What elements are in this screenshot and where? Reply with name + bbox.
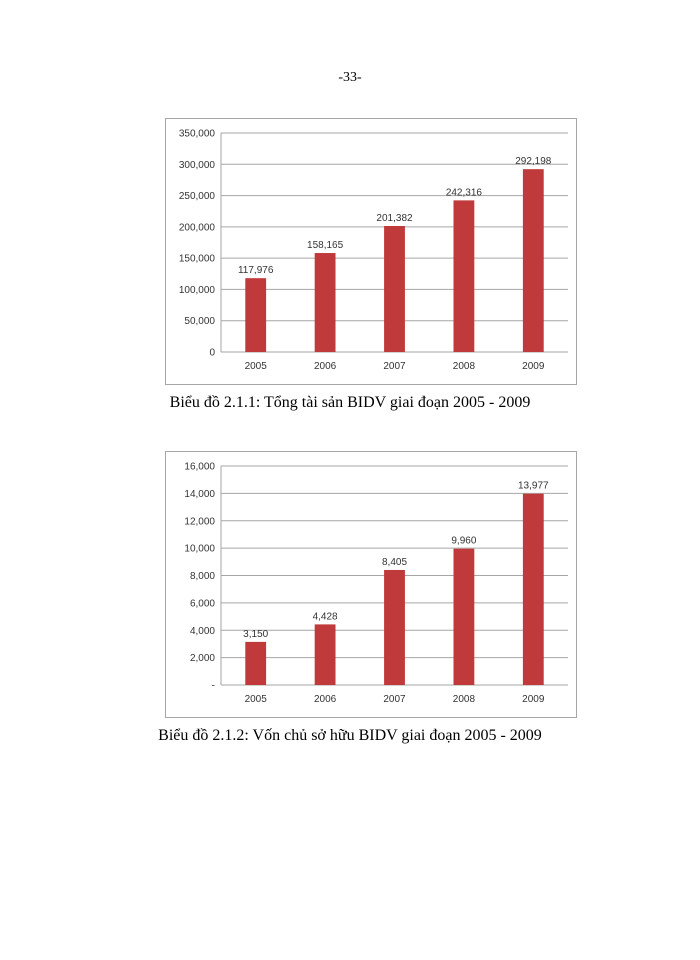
equity-bar-2009	[522, 493, 544, 685]
assets-x-tick-label: 2009	[522, 361, 545, 372]
assets-x-tick-label: 2008	[453, 361, 476, 372]
assets-value-label: 292,198	[515, 156, 552, 167]
equity-chart-svg: - 2,000 4,000 6,000 8,000 10,000 12,000 14,000 1…	[184, 462, 568, 705]
assets-x-tick-label: 2006	[314, 361, 337, 372]
assets-bar-2006	[314, 253, 336, 352]
equity-y-tick-label: 2,000	[190, 653, 215, 664]
assets-y-tick-label: 200,000	[179, 222, 216, 233]
equity-bar-2006	[314, 624, 336, 685]
assets-value-label: 117,976	[238, 265, 274, 276]
equity-value-label: 9,960	[451, 536, 476, 547]
page-number: -33-	[338, 70, 362, 85]
equity-chart: - 2,000 4,000 6,000 8,000 10,000 12,000 14,000 1…	[165, 451, 577, 718]
equity-x-tick-label: 2008	[453, 694, 476, 705]
assets-y-tick-label: 250,000	[179, 191, 216, 202]
equity-y-tick-label: -	[212, 681, 215, 692]
assets-value-label: 158,165	[307, 240, 344, 251]
assets-bar-2009	[522, 169, 544, 352]
assets-y-tick-label: 300,000	[179, 160, 216, 171]
total-assets-caption: Biểu đồ 2.1.1: Tổng tài sản BIDV giai đo…	[169, 394, 531, 411]
equity-x-tick-label: 2006	[314, 694, 337, 705]
assets-x-tick-label: 2007	[383, 361, 406, 372]
equity-value-label: 8,405	[382, 557, 407, 568]
equity-x-tick-label: 2007	[383, 694, 406, 705]
assets-y-tick-label: 100,000	[179, 285, 216, 296]
assets-bar-2005	[245, 278, 267, 352]
equity-value-label: 4,428	[313, 611, 338, 622]
assets-y-tick-label: 350,000	[179, 129, 216, 140]
equity-y-tick-label: 4,000	[190, 626, 215, 637]
equity-y-tick-label: 6,000	[190, 598, 215, 609]
assets-y-tick-label: 150,000	[179, 254, 216, 265]
assets-value-label: 201,382	[376, 213, 413, 224]
equity-value-label: 13,977	[518, 481, 549, 492]
equity-x-tick-label: 2009	[522, 694, 545, 705]
assets-value-label: 242,316	[446, 187, 483, 198]
equity-y-tick-label: 12,000	[184, 516, 215, 527]
equity-bar-2008	[453, 548, 475, 685]
equity-y-tick-label: 14,000	[184, 489, 215, 500]
assets-y-tick-label: 50,000	[184, 316, 215, 327]
equity-y-tick-label: 8,000	[190, 571, 215, 582]
total-assets-chart-svg: 0 50,000 100,000 150,000 200,000 250,000 300,0…	[179, 129, 568, 372]
equity-caption: Biểu đồ 2.1.2: Vốn chủ sở hữu BIDV giai …	[158, 727, 542, 744]
assets-x-tick-label: 2005	[245, 361, 268, 372]
equity-x-tick-label: 2005	[245, 694, 268, 705]
assets-bar-2007	[384, 225, 405, 352]
equity-bar-2005	[245, 641, 267, 685]
assets-bar-2008	[453, 200, 475, 352]
equity-bar-2007	[384, 569, 405, 685]
equity-y-tick-label: 16,000	[184, 462, 215, 473]
total-assets-chart: 0 50,000 100,000 150,000 200,000 250,000 300,0…	[165, 118, 577, 385]
assets-y-tick-label: 0	[209, 348, 215, 359]
equity-y-tick-label: 10,000	[184, 544, 215, 555]
equity-value-label: 3,150	[243, 629, 268, 640]
